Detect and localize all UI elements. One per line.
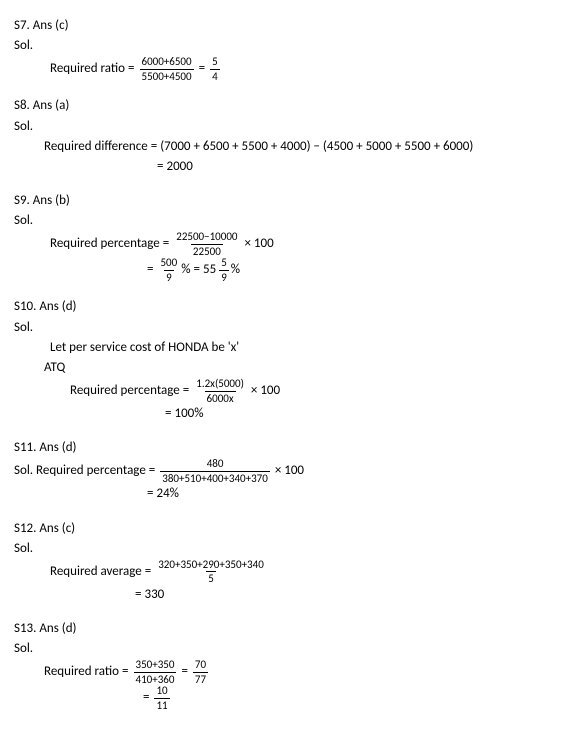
s11-label: Sol. Required percentage: [14, 461, 146, 481]
s13-frac3: 10 11: [154, 685, 169, 711]
s10-result: 100%: [174, 404, 203, 424]
s9-mixed: 55 5 9: [203, 257, 231, 283]
equals: =: [147, 484, 153, 504]
s12-line2: = 330: [14, 585, 566, 605]
s11-header: S11. Ans (d): [14, 438, 566, 458]
s7-frac1: 6000+6500 5500+4500: [140, 56, 194, 82]
times-100: × 100: [244, 234, 273, 254]
s10-atq: ATQ: [14, 358, 566, 378]
equals: =: [199, 59, 205, 79]
equals: =: [165, 404, 171, 424]
pct: %: [231, 260, 240, 280]
equals: =: [149, 461, 155, 481]
s8-result-line: = 2000: [14, 157, 566, 177]
s13-header: S13. Ans (d): [14, 619, 566, 639]
s9-frac2: 500 9: [158, 257, 179, 283]
s11-result: 24%: [156, 484, 178, 504]
s7-header: S7. Ans (c): [14, 16, 566, 36]
s10-line2: = 100%: [14, 404, 566, 424]
equals: =: [163, 234, 169, 254]
s11-line1: Sol. Required percentage = 480 380+510+4…: [14, 458, 566, 484]
s11-line2: = 24%: [14, 484, 566, 504]
s7-label: Required ratio: [50, 59, 125, 79]
s8-result: 2000: [166, 157, 192, 177]
s10-sol: Sol.: [14, 318, 566, 338]
solution-s13: S13. Ans (d) Sol. Required ratio = 350+3…: [14, 619, 566, 711]
s13-sol: Sol.: [14, 639, 566, 659]
equals: =: [143, 688, 149, 708]
solution-s9: S9. Ans (b) Sol. Required percentage = 2…: [14, 191, 566, 283]
solution-s8: S8. Ans (a) Sol. Required difference = (…: [14, 96, 566, 177]
s8-header: S8. Ans (a): [14, 96, 566, 116]
equals: =: [181, 662, 187, 682]
equals: =: [183, 381, 189, 401]
s9-sol: Sol.: [14, 211, 566, 231]
equals: =: [135, 585, 141, 605]
equals: =: [122, 662, 128, 682]
s12-header: S12. Ans (c): [14, 519, 566, 539]
equals: =: [194, 260, 200, 280]
s10-line1: Required percentage = 1.2x(5000) 6000x ×…: [14, 378, 566, 404]
s9-line2: = 500 9 % = 55 5 9 %: [14, 257, 566, 283]
s9-line1: Required percentage = 22500−10000 22500 …: [14, 231, 566, 257]
s9-label: Required percentage: [50, 234, 160, 254]
s12-line1: Required average = 320+350+290+350+340 5: [14, 559, 566, 585]
solution-s10: S10. Ans (d) Sol. Let per service cost o…: [14, 297, 566, 424]
s13-line2: = 10 11: [14, 685, 566, 711]
s8-rhs: (7000 + 6500 + 5500 + 4000) − (4500 + 50…: [160, 137, 473, 157]
s10-header: S10. Ans (d): [14, 297, 566, 317]
s12-label: Required average: [50, 562, 142, 582]
s13-frac2: 70 77: [193, 659, 208, 685]
s7-frac2: 5 4: [210, 56, 220, 82]
s8-label: Required difference: [44, 137, 148, 157]
s12-frac1: 320+350+290+350+340 5: [156, 559, 266, 585]
solution-s12: S12. Ans (c) Sol. Required average = 320…: [14, 519, 566, 606]
s10-frac1: 1.2x(5000) 6000x: [194, 378, 246, 404]
times-100: × 100: [275, 461, 304, 481]
s13-line1: Required ratio = 350+350 410+360 = 70 77: [14, 659, 566, 685]
equals: =: [147, 260, 153, 280]
s7-sol: Sol.: [14, 36, 566, 56]
s12-sol: Sol.: [14, 539, 566, 559]
equals: =: [151, 137, 157, 157]
pct: %: [181, 260, 190, 280]
s10-let: Let per service cost of HONDA be 'x': [14, 338, 566, 358]
equals: =: [128, 59, 134, 79]
s7-expr: Required ratio = 6000+6500 5500+4500 = 5…: [14, 56, 566, 82]
s8-sol: Sol.: [14, 117, 566, 137]
equals: =: [157, 157, 163, 177]
equals: =: [145, 562, 151, 582]
solution-s7: S7. Ans (c) Sol. Required ratio = 6000+6…: [14, 16, 566, 82]
solution-s11: S11. Ans (d) Sol. Required percentage = …: [14, 438, 566, 504]
s9-frac1: 22500−10000 22500: [174, 231, 239, 257]
times-100: × 100: [251, 381, 280, 401]
s13-label: Required ratio: [44, 662, 119, 682]
s12-result: 330: [144, 585, 164, 605]
s13-frac1: 350+350 410+360: [134, 659, 177, 685]
s10-label: Required percentage: [70, 381, 180, 401]
s8-expr: Required difference = (7000 + 6500 + 550…: [14, 137, 566, 157]
s11-frac1: 480 380+510+400+340+370: [160, 458, 270, 484]
s9-header: S9. Ans (b): [14, 191, 566, 211]
